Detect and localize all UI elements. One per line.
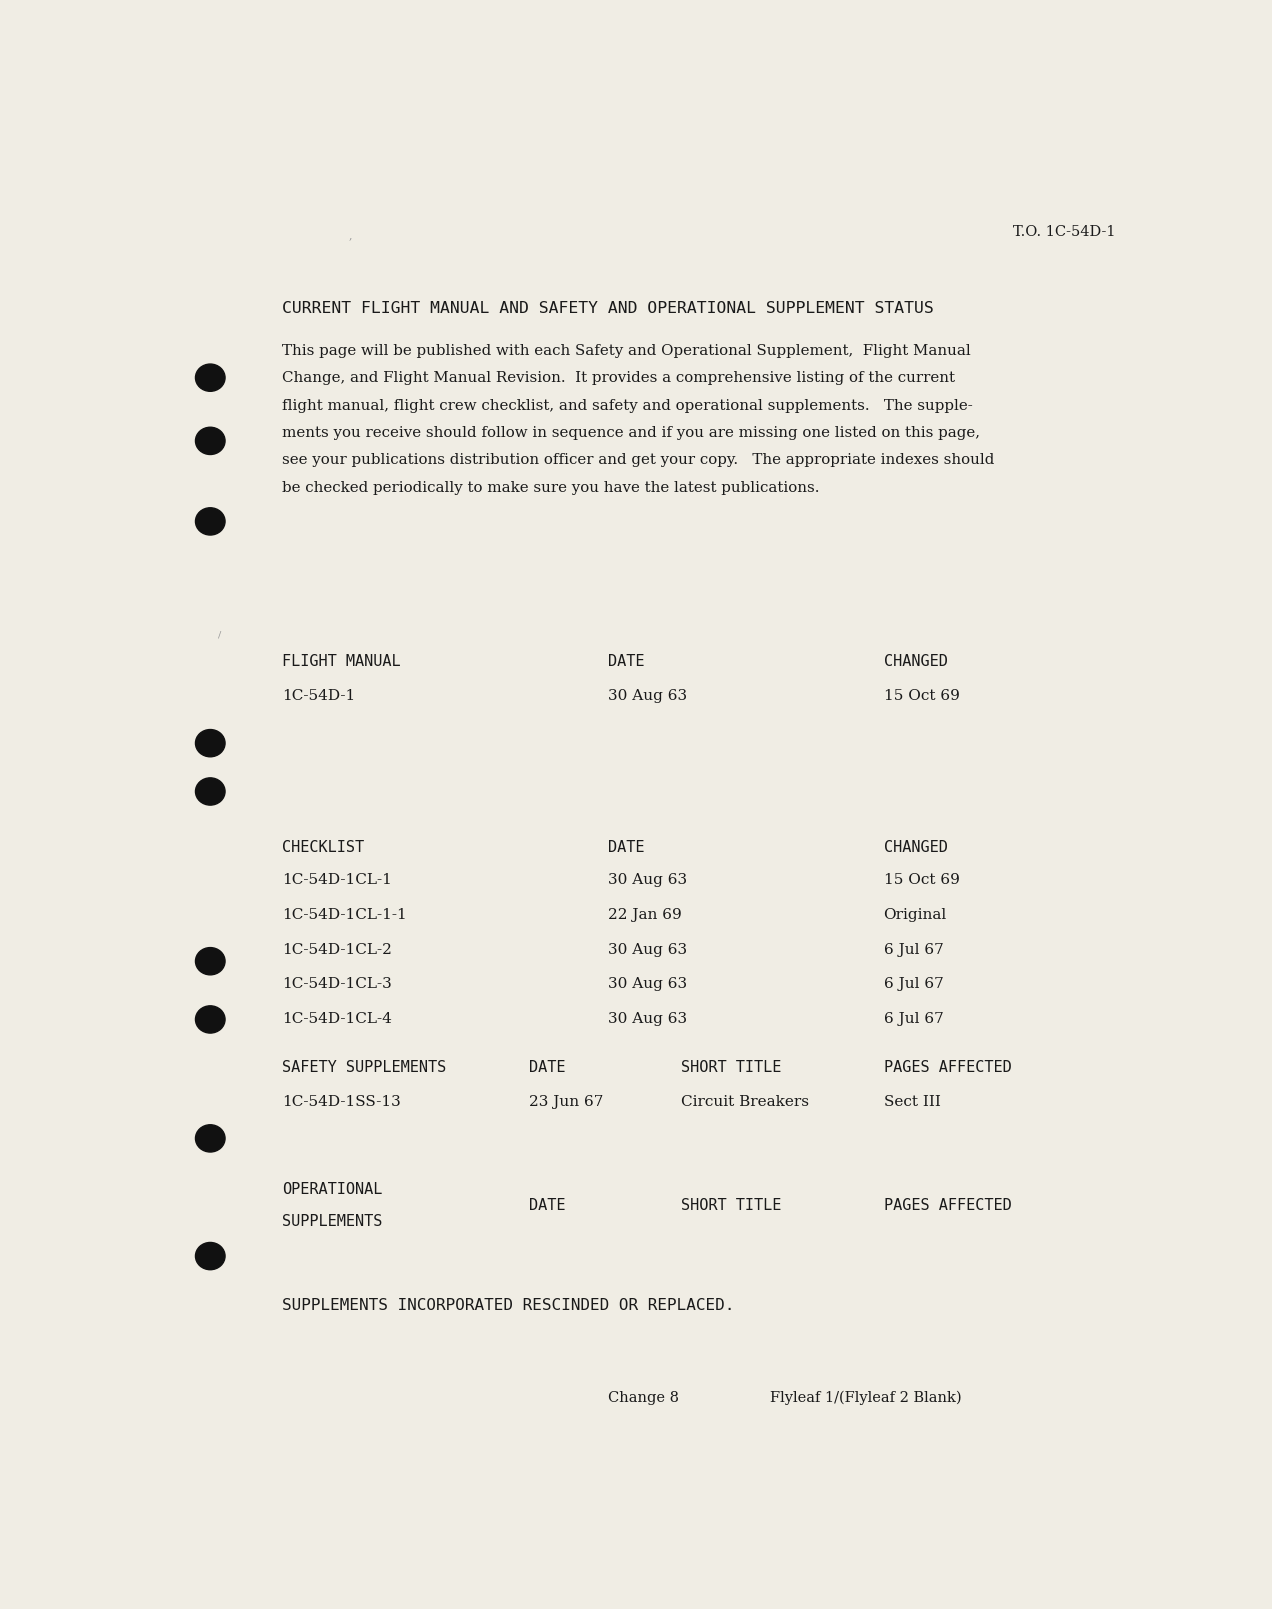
Text: 23 Jun 67: 23 Jun 67 <box>529 1096 603 1109</box>
Text: Change 8: Change 8 <box>608 1390 678 1405</box>
Text: 30 Aug 63: 30 Aug 63 <box>608 943 687 957</box>
Text: DATE: DATE <box>608 653 644 669</box>
Text: Change, and Flight Manual Revision.  It provides a comprehensive listing of the : Change, and Flight Manual Revision. It p… <box>282 372 955 386</box>
Text: 1C-54D-1SS-13: 1C-54D-1SS-13 <box>282 1096 401 1109</box>
Text: ,: , <box>349 230 352 240</box>
Text: SUPPLEMENTS: SUPPLEMENTS <box>282 1213 383 1229</box>
Text: 30 Aug 63: 30 Aug 63 <box>608 977 687 991</box>
Ellipse shape <box>196 1125 225 1152</box>
Ellipse shape <box>196 948 225 975</box>
Text: CHANGED: CHANGED <box>884 840 948 854</box>
Text: 1C-54D-1CL-3: 1C-54D-1CL-3 <box>282 977 392 991</box>
Text: OPERATIONAL: OPERATIONAL <box>282 1181 383 1197</box>
Text: DATE: DATE <box>529 1060 565 1075</box>
Text: CURRENT FLIGHT MANUAL AND SAFETY AND OPERATIONAL SUPPLEMENT STATUS: CURRENT FLIGHT MANUAL AND SAFETY AND OPE… <box>282 301 934 315</box>
Text: 1C-54D-1CL-1-1: 1C-54D-1CL-1-1 <box>282 907 407 922</box>
Text: Sect III: Sect III <box>884 1096 940 1109</box>
Ellipse shape <box>196 1242 225 1270</box>
Text: PAGES AFFECTED: PAGES AFFECTED <box>884 1197 1011 1213</box>
Text: CHANGED: CHANGED <box>884 653 948 669</box>
Text: 30 Aug 63: 30 Aug 63 <box>608 689 687 703</box>
Text: DATE: DATE <box>608 840 644 854</box>
Text: flight manual, flight crew checklist, and safety and operational supplements.   : flight manual, flight crew checklist, an… <box>282 399 973 414</box>
Text: 30 Aug 63: 30 Aug 63 <box>608 874 687 887</box>
Text: SAFETY SUPPLEMENTS: SAFETY SUPPLEMENTS <box>282 1060 446 1075</box>
Text: 15 Oct 69: 15 Oct 69 <box>884 874 959 887</box>
Text: 1C-54D-1CL-2: 1C-54D-1CL-2 <box>282 943 392 957</box>
Text: FLIGHT MANUAL: FLIGHT MANUAL <box>282 653 401 669</box>
Text: 1C-54D-1CL-1: 1C-54D-1CL-1 <box>282 874 392 887</box>
Ellipse shape <box>196 1006 225 1033</box>
Text: 15 Oct 69: 15 Oct 69 <box>884 689 959 703</box>
Text: T.O. 1C-54D-1: T.O. 1C-54D-1 <box>1013 225 1116 240</box>
Text: be checked periodically to make sure you have the latest publications.: be checked periodically to make sure you… <box>282 481 819 494</box>
Text: 1C-54D-1CL-4: 1C-54D-1CL-4 <box>282 1012 392 1027</box>
Text: 6 Jul 67: 6 Jul 67 <box>884 977 944 991</box>
Ellipse shape <box>196 729 225 756</box>
Text: /: / <box>219 631 221 639</box>
Text: PAGES AFFECTED: PAGES AFFECTED <box>884 1060 1011 1075</box>
Text: This page will be published with each Safety and Operational Supplement,  Flight: This page will be published with each Sa… <box>282 344 971 359</box>
Ellipse shape <box>196 777 225 804</box>
Text: Flyleaf 1/(Flyleaf 2 Blank): Flyleaf 1/(Flyleaf 2 Blank) <box>770 1390 962 1405</box>
Ellipse shape <box>196 364 225 391</box>
Text: SHORT TITLE: SHORT TITLE <box>682 1060 782 1075</box>
Text: 6 Jul 67: 6 Jul 67 <box>884 1012 944 1027</box>
Text: ments you receive should follow in sequence and if you are missing one listed on: ments you receive should follow in seque… <box>282 426 981 439</box>
Text: SUPPLEMENTS INCORPORATED RESCINDED OR REPLACED.: SUPPLEMENTS INCORPORATED RESCINDED OR RE… <box>282 1298 735 1313</box>
Text: 6 Jul 67: 6 Jul 67 <box>884 943 944 957</box>
Ellipse shape <box>196 508 225 536</box>
Text: see your publications distribution officer and get your copy.   The appropriate : see your publications distribution offic… <box>282 454 995 467</box>
Text: DATE: DATE <box>529 1197 565 1213</box>
Text: Original: Original <box>884 907 946 922</box>
Text: 22 Jan 69: 22 Jan 69 <box>608 907 682 922</box>
Text: Circuit Breakers: Circuit Breakers <box>682 1096 809 1109</box>
Text: CHECKLIST: CHECKLIST <box>282 840 364 854</box>
Text: SHORT TITLE: SHORT TITLE <box>682 1197 782 1213</box>
Text: 1C-54D-1: 1C-54D-1 <box>282 689 355 703</box>
Text: 30 Aug 63: 30 Aug 63 <box>608 1012 687 1027</box>
Ellipse shape <box>196 428 225 454</box>
